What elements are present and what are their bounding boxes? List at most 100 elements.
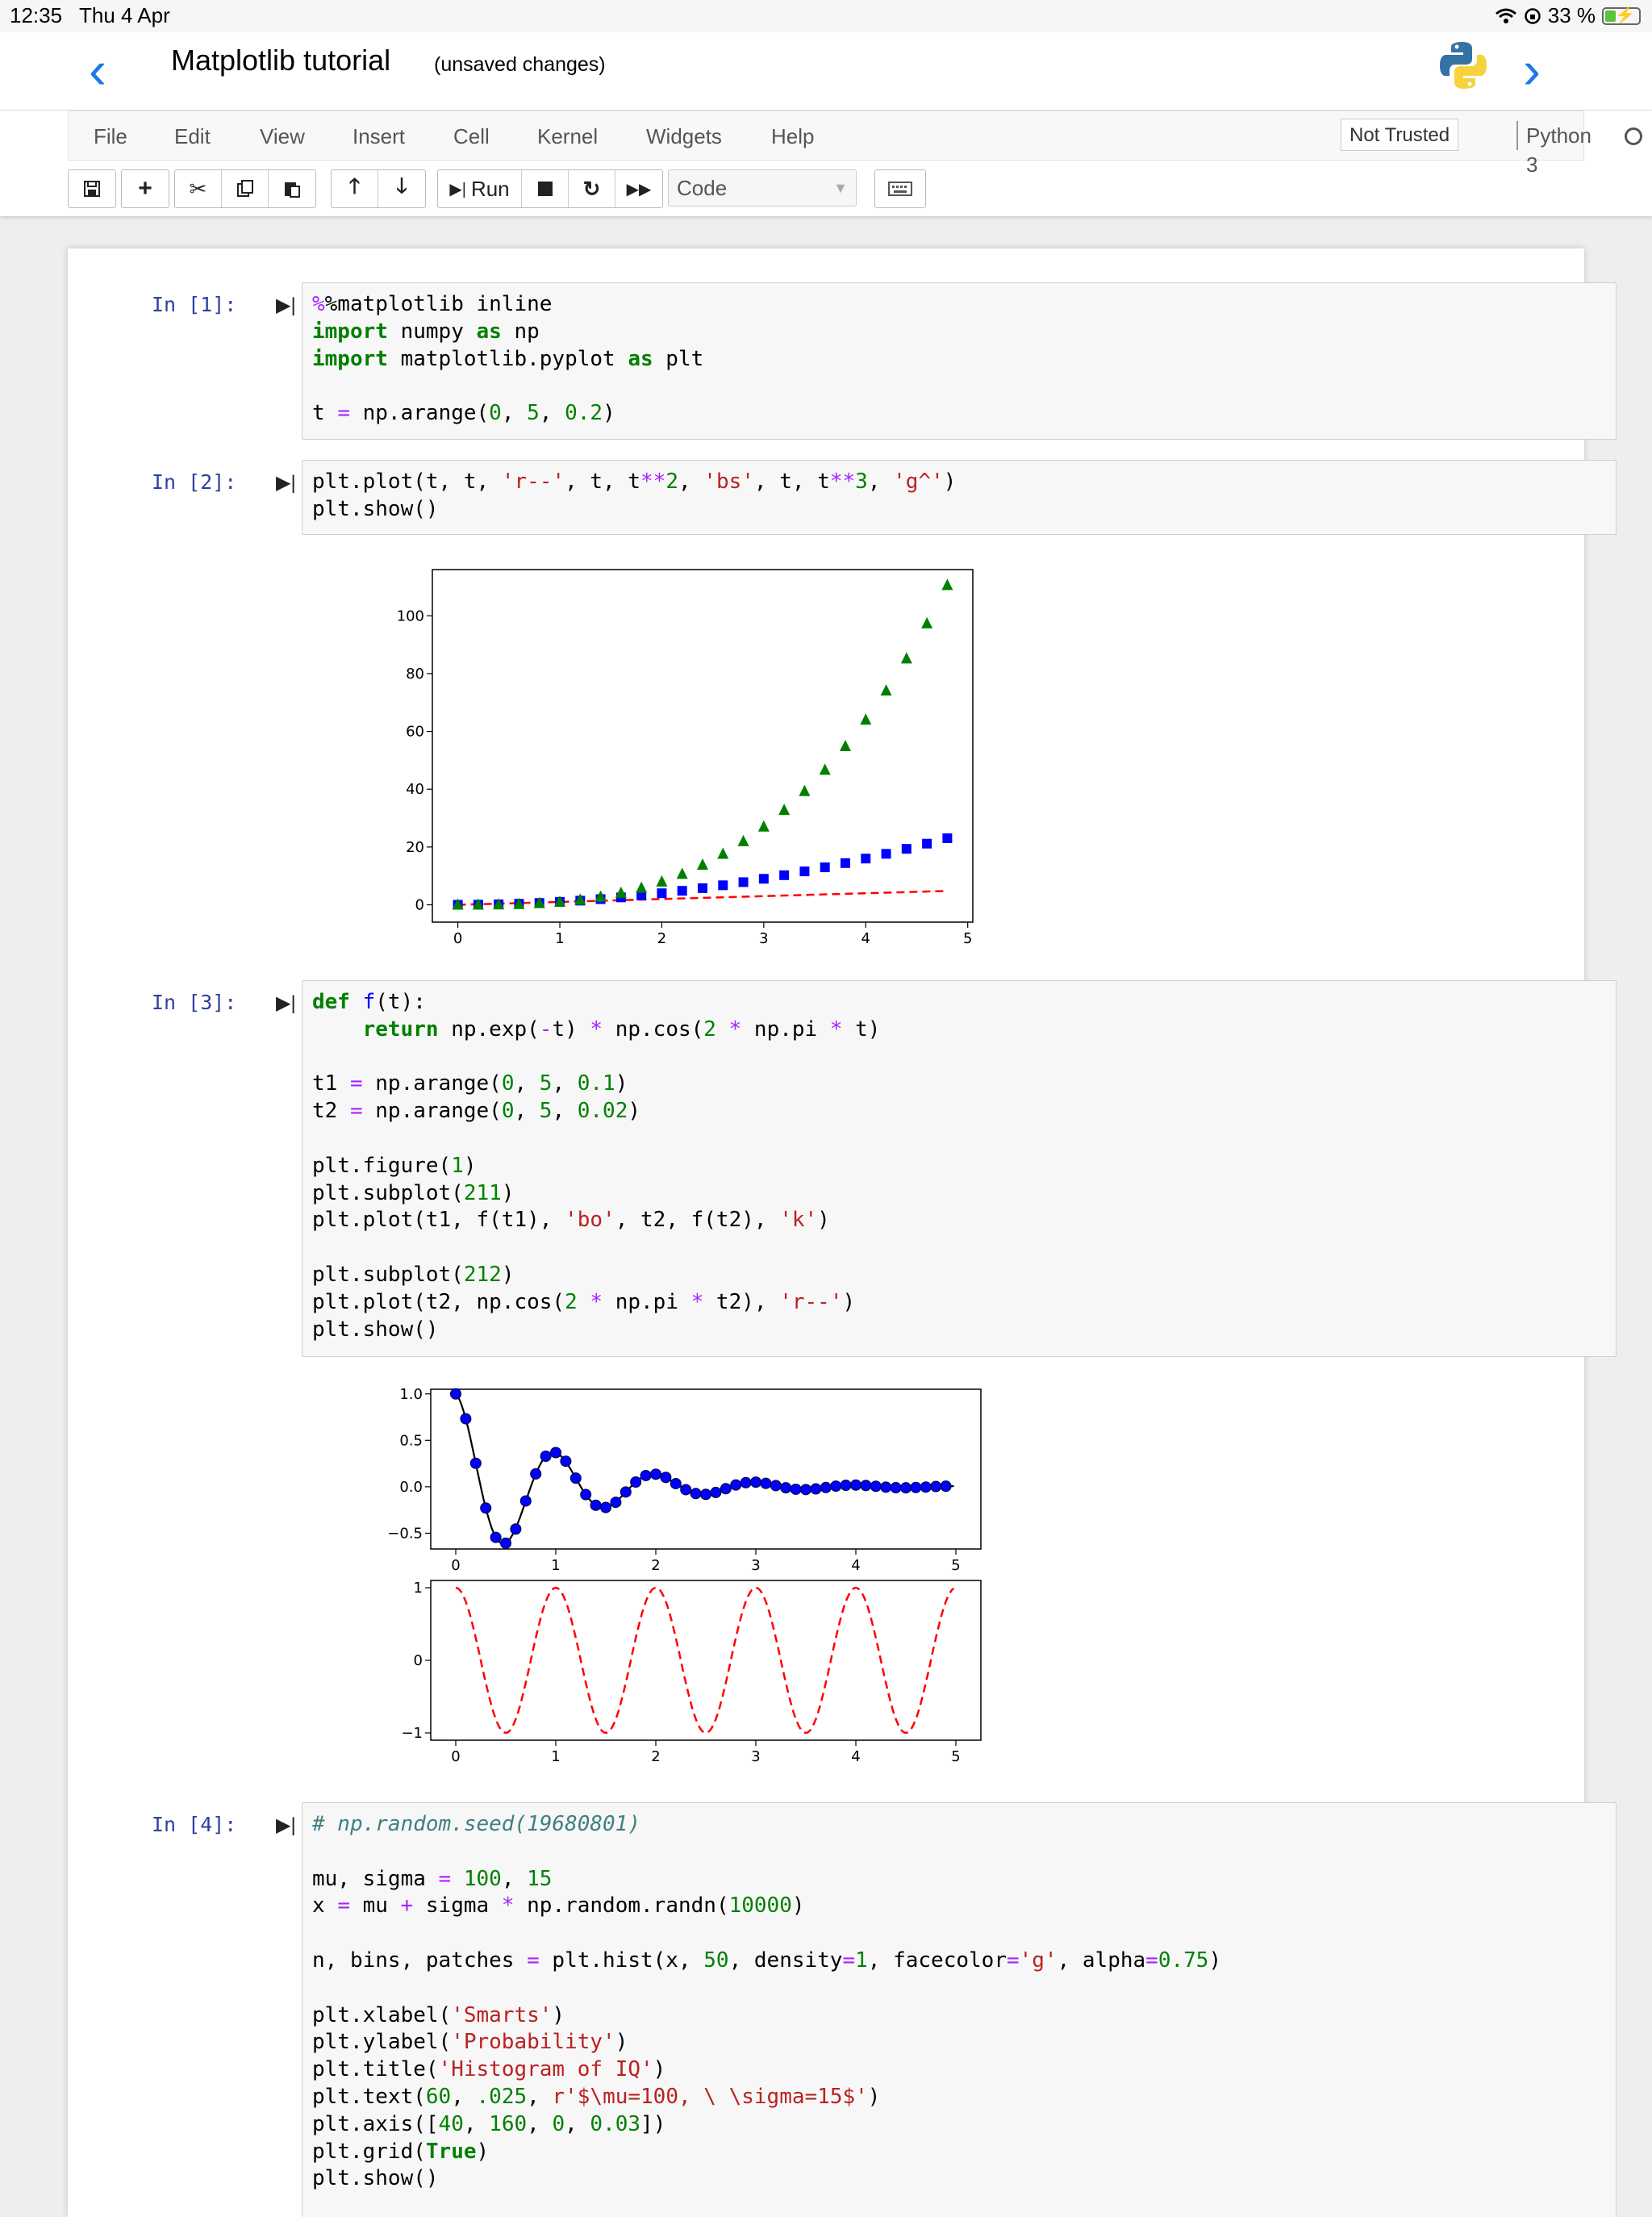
subplot-top-xtick-label: 2: [651, 1557, 660, 1574]
square-point: [779, 870, 790, 880]
save-icon: [84, 181, 100, 197]
run-cell-3-icon[interactable]: ▶|: [276, 992, 296, 1014]
notebook-container: In [1]: ▶| %%matplotlib inline import nu…: [68, 248, 1617, 2217]
code-cell-2[interactable]: plt.plot(t, t, 'r--', t, t**2, 'bs', t, …: [302, 460, 1617, 535]
trusted-badge[interactable]: Not Trusted: [1341, 119, 1459, 151]
menu-kernel[interactable]: Kernel: [537, 124, 599, 148]
cell-2-prompt: In [2]:: [152, 470, 237, 494]
copy-button[interactable]: [222, 170, 269, 207]
kernel-idle-indicator-icon: [1625, 127, 1642, 145]
circle-point: [450, 1388, 461, 1400]
run-cell-2-icon[interactable]: ▶|: [276, 472, 296, 494]
menu-edit[interactable]: Edit: [174, 124, 211, 148]
code-cell-3[interactable]: def f(t): return np.exp(-t) * np.cos(2 *…: [302, 980, 1617, 1357]
square-point: [677, 886, 687, 896]
dropdown-caret-icon: ▼: [833, 180, 848, 196]
save-status: (unsaved changes): [434, 53, 606, 76]
plot1-ytick-label: 100: [397, 607, 424, 624]
plot1-xtick-label: 4: [861, 930, 870, 947]
triangle-point: [717, 847, 729, 859]
subplot-bottom-ytick-label: 0: [414, 1652, 423, 1669]
insert-cell-button[interactable]: +: [122, 170, 169, 207]
menu-insert[interactable]: Insert: [353, 124, 406, 148]
subplot-top-xtick-label: 0: [451, 1557, 460, 1574]
subplot-top-ytick-label: 0.5: [399, 1432, 423, 1449]
plot1-ytick-label: 40: [406, 781, 424, 798]
subplot-top-ytick-label: −0.5: [387, 1525, 423, 1542]
circle-point: [750, 1476, 761, 1488]
cell-type-select[interactable]: Code ▼: [668, 169, 857, 207]
subplot-bottom-ytick-label: 1: [414, 1580, 423, 1597]
wifi-icon: [1495, 8, 1516, 23]
subplot-top-xtick-label: 1: [551, 1557, 560, 1574]
plot1-ytick-label: 0: [415, 897, 424, 914]
rotation-lock-icon: [1524, 7, 1541, 24]
interrupt-button[interactable]: [522, 170, 569, 207]
run-button[interactable]: ▶| Run: [438, 170, 522, 207]
circle-point: [500, 1537, 511, 1549]
cell-1-prompt: In [1]:: [152, 293, 237, 316]
circle-point: [569, 1472, 582, 1484]
run-cell-4-icon[interactable]: ▶|: [276, 1814, 296, 1836]
notebook-header: ‹ Matplotlib tutorial (unsaved changes) …: [0, 32, 1652, 111]
cut-button[interactable]: ✂: [175, 170, 222, 207]
refresh-icon: ↻: [582, 176, 601, 201]
run-cell-1-icon[interactable]: ▶|: [276, 294, 296, 316]
restart-button[interactable]: ↻: [569, 170, 615, 207]
circle-point: [469, 1457, 482, 1469]
triangle-point: [778, 804, 791, 816]
subplot-top-xtick-label: 3: [751, 1557, 760, 1574]
menu-help[interactable]: Help: [771, 124, 815, 148]
menubar: File Edit View Insert Cell Kernel Widget…: [68, 111, 1642, 177]
notebook-toolbar-area: File Edit View Insert Cell Kernel Widget…: [0, 111, 1652, 216]
triangle-point: [493, 898, 505, 910]
circle-point: [830, 1480, 842, 1493]
move-down-button[interactable]: 🡓: [378, 170, 425, 207]
plot1-xtick-label: 5: [963, 930, 972, 947]
triangle-point: [921, 616, 933, 628]
square-point: [861, 854, 871, 864]
fast-forward-icon: ▶▶: [626, 180, 652, 198]
battery-icon: ⚡: [1602, 6, 1641, 25]
command-palette-button[interactable]: [874, 169, 926, 208]
python-logo-icon: [1440, 42, 1487, 89]
save-button[interactable]: [69, 170, 115, 207]
code-cell-1[interactable]: %%matplotlib inline import numpy as np i…: [302, 282, 1617, 440]
circle-point: [700, 1488, 711, 1501]
forward-chevron-icon[interactable]: ›: [1523, 40, 1541, 99]
circle-point: [460, 1413, 472, 1425]
triangle-point: [839, 739, 851, 751]
cell-4-code: # np.random.seed(19680801) mu, sigma = 1…: [312, 1812, 1222, 2191]
cell-3-code: def f(t): return np.exp(-t) * np.cos(2 *…: [312, 990, 881, 1342]
circle-point: [560, 1455, 572, 1468]
restart-run-all-button[interactable]: ▶▶: [615, 170, 662, 207]
menu-widgets[interactable]: Widgets: [646, 124, 722, 148]
copy-icon: [236, 180, 253, 197]
square-point: [636, 890, 647, 900]
triangle-point: [880, 684, 892, 696]
triangle-point: [799, 784, 811, 796]
paste-button[interactable]: [269, 170, 315, 207]
subplot-top-xtick-label: 5: [951, 1557, 960, 1574]
status-date: Thu 4 Apr: [79, 3, 170, 27]
cell-1-code: %%matplotlib inline import numpy as np i…: [312, 292, 704, 426]
subplot-bottom-xtick-label: 2: [651, 1748, 660, 1765]
triangle-point: [757, 820, 770, 832]
square-point: [799, 866, 810, 877]
circle-point: [600, 1501, 611, 1513]
back-chevron-icon[interactable]: ‹: [89, 40, 106, 99]
menu-view[interactable]: View: [260, 124, 305, 148]
code-cell-4[interactable]: # np.random.seed(19680801) mu, sigma = 1…: [302, 1802, 1617, 2217]
subplot-bottom-xtick-label: 5: [951, 1748, 960, 1765]
triangle-point: [594, 890, 607, 902]
subplot-top-ytick-label: 0.0: [399, 1479, 423, 1496]
menu-file[interactable]: File: [94, 124, 127, 148]
triangle-point: [676, 867, 688, 879]
move-up-button[interactable]: 🡑: [332, 170, 378, 207]
triangle-point: [860, 713, 872, 725]
circle-point: [590, 1499, 602, 1511]
notebook-title[interactable]: Matplotlib tutorial: [171, 44, 391, 77]
triangle-point: [574, 893, 586, 905]
circle-point: [720, 1483, 732, 1495]
menu-cell[interactable]: Cell: [453, 124, 490, 148]
